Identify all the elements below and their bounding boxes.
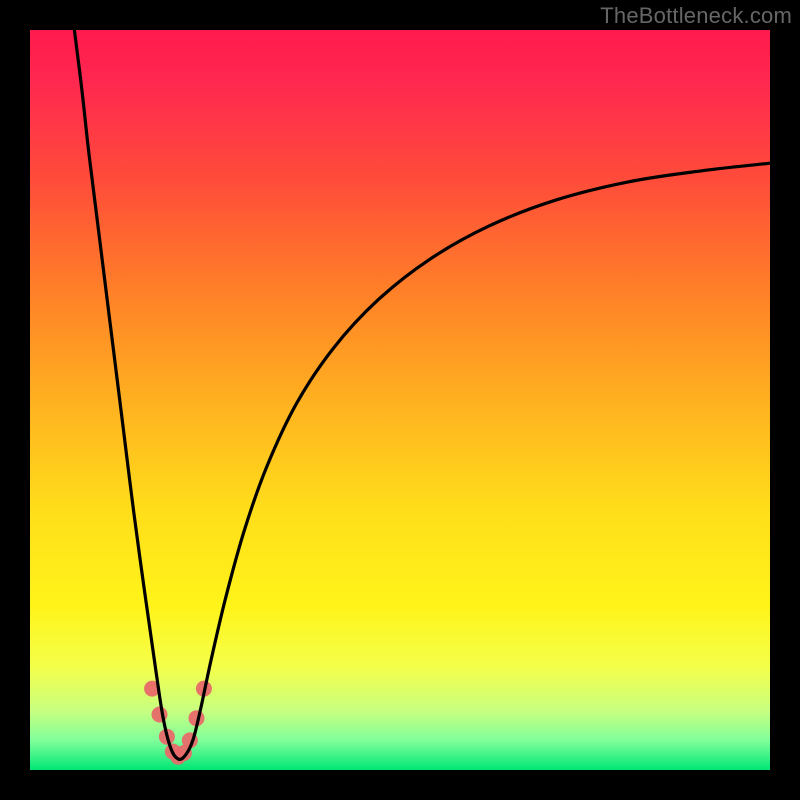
bottleneck-chart bbox=[0, 0, 800, 800]
plot-background bbox=[30, 30, 770, 770]
chart-container: TheBottleneck.com bbox=[0, 0, 800, 800]
watermark-label: TheBottleneck.com bbox=[600, 3, 792, 29]
